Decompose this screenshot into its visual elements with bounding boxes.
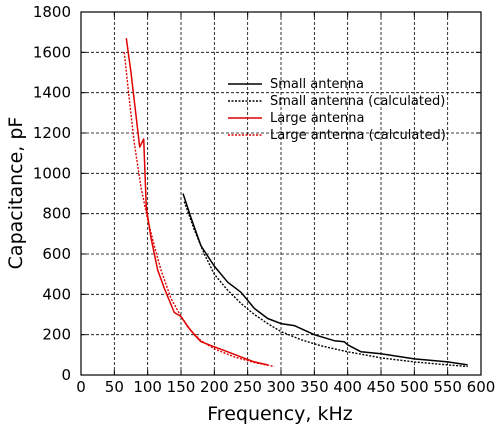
y-tick-label: 600	[42, 245, 71, 263]
y-tick-label: 0	[61, 366, 71, 384]
y-tick-label: 1200	[33, 124, 71, 142]
x-tick-label: 0	[76, 378, 86, 396]
y-tick-label: 1800	[33, 3, 71, 21]
y-axis-title: Capacitance, pF	[5, 117, 27, 270]
y-tick-label: 800	[42, 205, 71, 223]
tick-labels: 0 50 100 150 200 250 300 350 400 450 500 550 6000200…	[33, 3, 496, 396]
legend-label: Large antenna	[270, 111, 364, 126]
legend-label: Large antenna (calculated)	[270, 128, 446, 143]
series-line-4	[123, 52, 275, 368]
x-tick-label: 600	[467, 378, 496, 396]
series-line-1	[182, 193, 468, 366]
x-tick-label: 300	[267, 378, 296, 396]
x-tick-label: 400	[333, 378, 362, 396]
x-tick-label: 250	[233, 378, 262, 396]
x-tick-label: 150	[167, 378, 196, 396]
x-tick-label: 350	[300, 378, 329, 396]
x-tick-label: 500	[400, 378, 429, 396]
y-tick-label: 1000	[33, 164, 71, 182]
series-line-2	[183, 201, 468, 368]
x-tick-label: 100	[133, 378, 162, 396]
x-tick-label: 50	[105, 378, 124, 396]
x-tick-label: 200	[200, 378, 229, 396]
legend-label: Small antenna	[270, 77, 364, 92]
x-axis-title: Frequency, kHz	[207, 403, 353, 425]
y-tick-label: 400	[42, 285, 71, 303]
x-tick-label: 550	[433, 378, 462, 396]
series-line-3	[125, 38, 268, 366]
y-tick-label: 200	[42, 326, 71, 344]
grid	[81, 12, 481, 375]
y-tick-label: 1600	[33, 43, 71, 61]
legend: Small antenna Small antenna (calculated) L…	[228, 77, 446, 143]
ticks	[80, 11, 482, 376]
legend-label: Small antenna (calculated)	[270, 94, 445, 109]
series-group	[123, 38, 468, 368]
y-tick-label: 1400	[33, 84, 71, 102]
x-tick-label: 450	[367, 378, 396, 396]
